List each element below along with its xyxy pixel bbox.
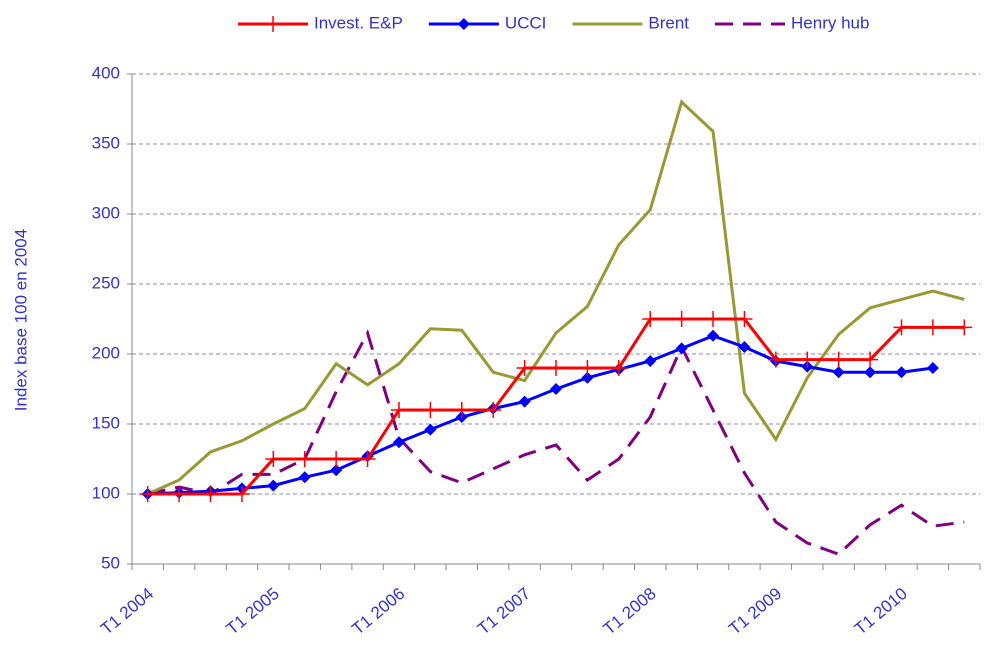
marker [675,342,688,355]
marker [485,402,502,418]
line [147,99,965,496]
marker [581,371,594,384]
legend-label: Brent [648,13,689,32]
marker [893,319,910,336]
line [147,329,965,556]
marker [642,311,659,327]
series [147,99,965,496]
legend-label: Invest. E&P [314,13,403,32]
marker [799,351,816,368]
y-tick-label: 200 [92,343,120,362]
x-tick-label: T1 2005 [223,584,283,639]
line [147,317,965,496]
marker [267,479,280,492]
marker [832,366,845,379]
legend-label: Henry hub [791,13,869,32]
marker [548,360,564,376]
marker [422,402,439,418]
marker [738,341,751,353]
legend: Invest. E&P UCCI Brent Henry hub [238,13,869,32]
marker [926,362,939,374]
marker [673,311,690,327]
y-axis-label: Index base 100 en 2004 [11,229,30,411]
marker [296,451,313,467]
y-tick-label: 150 [92,413,120,432]
y-tick-label: 100 [92,483,120,502]
x-tick-label: T1 2004 [97,584,157,639]
marker [705,311,722,327]
legend-marker [457,18,470,30]
marker [328,451,345,467]
marker [707,329,720,342]
line [147,334,934,496]
marker [644,355,657,367]
marker [330,464,343,477]
marker [139,486,156,502]
marker [579,360,596,376]
marker [453,402,470,418]
marker [516,360,533,376]
series [139,311,973,502]
legend-marker [265,16,281,32]
marker [862,351,879,368]
marker [298,471,311,484]
y-tick-label: 350 [92,133,120,152]
x-tick-label: T1 2006 [348,584,408,639]
marker [265,451,282,467]
y-tick-label: 250 [92,273,120,292]
marker [390,402,407,418]
marker [392,436,405,449]
y-tick-label: 50 [101,553,120,572]
marker [767,351,784,368]
marker [424,423,437,436]
marker [518,395,531,408]
marker [924,319,941,336]
y-tick-label: 300 [92,203,120,222]
marker [233,486,250,502]
marker [830,351,847,368]
marker [864,366,877,379]
marker [359,451,376,467]
marker [550,383,562,395]
x-tick-label: T1 2010 [851,584,911,639]
marker [171,486,188,502]
y-tick-label: 400 [92,63,120,82]
marker [202,486,219,502]
legend-label: UCCI [505,13,547,32]
x-tick-label: T1 2009 [725,584,785,639]
marker [736,311,753,327]
series [147,329,965,556]
x-tick-label: T1 2007 [474,584,534,639]
marker [610,360,627,376]
x-tick-label: T1 2008 [600,584,660,639]
marker [956,319,973,336]
marker [895,366,908,379]
